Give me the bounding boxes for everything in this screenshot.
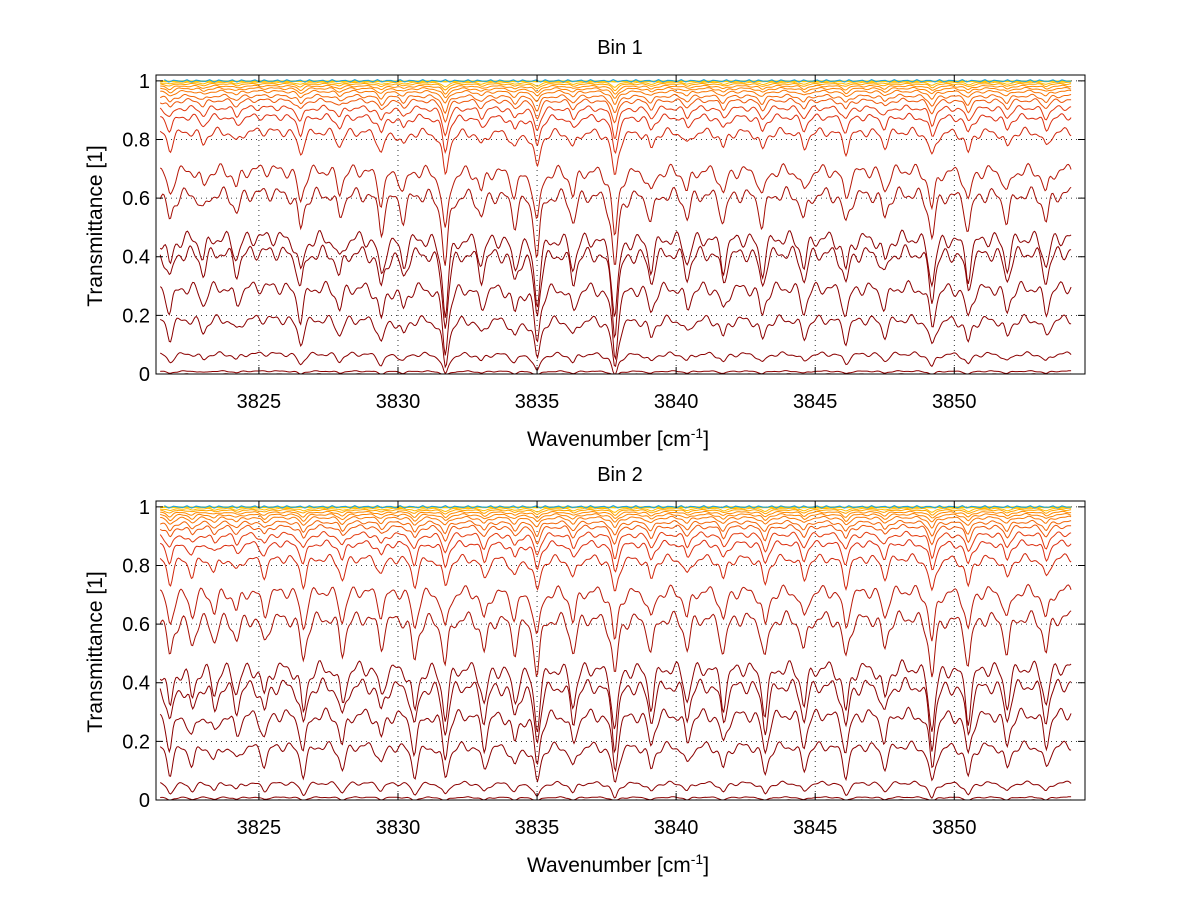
series-line [160, 507, 1072, 513]
series-line [160, 515, 1072, 529]
y-tick-label: 0.8 [122, 129, 150, 151]
series-line [159, 706, 1072, 773]
series-line [159, 519, 1072, 537]
y-axis-label: Transmittance [1] [84, 571, 107, 732]
grid-lines [156, 75, 1085, 375]
chart-title: Bin 2 [597, 464, 643, 486]
y-tick-label: 0.4 [122, 673, 150, 695]
x-tick-label: 3830 [376, 391, 421, 413]
series-line [160, 508, 1072, 516]
x-tick-label: 3840 [654, 391, 699, 413]
series-line [160, 539, 1072, 573]
series-line-top [164, 79, 1072, 83]
y-axis-label: Transmittance [1] [84, 145, 107, 306]
series-line [159, 104, 1072, 139]
x-tick-label: 3830 [376, 817, 421, 839]
series-line [159, 229, 1072, 318]
x-tick-label: 3845 [793, 391, 838, 413]
x-tick-label: 3825 [237, 391, 282, 413]
y-tick-label: 0.2 [122, 305, 150, 327]
chart-title: Bin 1 [597, 37, 643, 59]
series-line [160, 86, 1072, 99]
y-tick-label: 0 [139, 790, 150, 812]
y-tick-label: 1 [139, 497, 150, 519]
chart-panel-bin-2: Bin 2 3825 3830 3835 3840 3845 3850 0 0.2 0.4 0.6… [84, 464, 1086, 877]
series-line-top [164, 505, 1072, 509]
y-tick-label: 0 [139, 364, 150, 386]
x-axis-label-close: ] [703, 854, 709, 877]
series-line [159, 244, 1072, 339]
x-tick-label: 3845 [793, 817, 838, 839]
x-axis-label: Wavenumber [cm-1] [527, 851, 709, 877]
x-tick-label: 3850 [932, 391, 977, 413]
series-line [159, 185, 1072, 266]
series-line [159, 97, 1072, 124]
chart-panel-bin-1: Bin 1 3825 3830 3835 3840 3845 3850 0 0.2 0.4 0.6… [84, 37, 1086, 451]
y-tick-label: 0.4 [122, 247, 150, 269]
x-axis-label-close: ] [703, 428, 709, 451]
data-series-group [159, 505, 1072, 801]
series-line [160, 512, 1072, 523]
tick-labels: 3825 3830 3835 3840 3845 3850 0 0.2 0.4 0.6 0.8 1 [122, 497, 1085, 839]
series-line [159, 279, 1072, 361]
tick-labels: 3825 3830 3835 3840 3845 3850 0 0.2 0.4 0.6 0.8 1 [122, 71, 1085, 413]
series-line [160, 84, 1072, 95]
x-axis-label-main: Wavenumber [cm [527, 428, 691, 451]
series-line [159, 676, 1072, 754]
x-tick-label: 3835 [515, 817, 560, 839]
series-line [159, 780, 1072, 800]
x-tick-label: 3835 [515, 391, 560, 413]
y-tick-label: 0.2 [122, 731, 150, 753]
x-axis-label: Wavenumber [cm-1] [527, 425, 709, 451]
series-line [160, 81, 1072, 88]
series-line [159, 583, 1072, 642]
series-line [159, 552, 1072, 592]
axes-box [155, 500, 1086, 801]
series-line [160, 112, 1072, 155]
series-line [159, 530, 1072, 560]
series-line [160, 510, 1072, 519]
x-axis-label-superscript: -1 [691, 851, 704, 867]
series-line [160, 82, 1072, 92]
series-line [159, 313, 1072, 369]
x-axis-label-main: Wavenumber [cm [527, 854, 691, 877]
series-line [159, 523, 1072, 546]
y-tick-label: 1 [139, 71, 150, 93]
x-tick-label: 3825 [237, 817, 282, 839]
series-line [159, 93, 1072, 115]
data-series-group [159, 79, 1072, 375]
series-line [159, 658, 1072, 733]
x-tick-label: 3850 [932, 817, 977, 839]
series-line [159, 740, 1072, 783]
x-axis-label-superscript: -1 [691, 425, 704, 441]
y-tick-label: 0.6 [122, 188, 150, 210]
axes-box [155, 74, 1086, 375]
series-line [159, 126, 1072, 176]
y-tick-label: 0.6 [122, 614, 150, 636]
series-line [159, 610, 1072, 678]
series-line [160, 89, 1072, 105]
y-tick-label: 0.8 [122, 555, 150, 577]
x-tick-label: 3840 [654, 817, 699, 839]
series-line [159, 162, 1072, 236]
